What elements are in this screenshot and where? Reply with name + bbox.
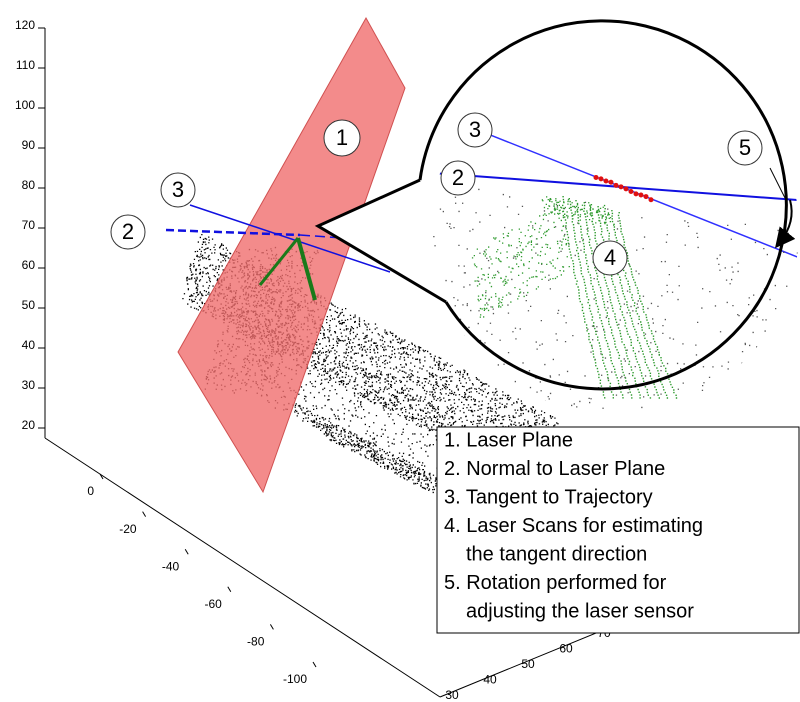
x-tick (313, 662, 316, 667)
y-tick-label: 40 (483, 673, 497, 687)
z-tick-label: 100 (15, 98, 35, 112)
z-tick-label: 120 (15, 18, 35, 32)
callout-label: 2 (452, 165, 464, 190)
y-tick-label: 30 (445, 688, 459, 702)
legend-line: 1. Laser Plane (444, 429, 573, 451)
callout-label: 3 (469, 117, 481, 142)
x-tick-label: -80 (247, 635, 265, 649)
legend-line: 5. Rotation performed for (444, 572, 667, 594)
z-tick-label: 110 (16, 58, 35, 72)
legend-line: 3. Tangent to Trajectory (444, 486, 653, 508)
callout-label: 1 (336, 125, 348, 150)
x-tick (270, 624, 273, 629)
x-tick-label: 0 (87, 484, 94, 498)
z-tick-label: 30 (22, 378, 36, 392)
x-tick-label: -20 (119, 522, 137, 536)
callout-label: 3 (172, 177, 184, 202)
z-tick-label: 90 (22, 138, 36, 152)
callout-label: 5 (739, 135, 751, 160)
x-tick-label: -40 (162, 559, 180, 573)
y-tick-label: 60 (559, 641, 573, 655)
z-tick-label: 40 (22, 338, 36, 352)
legend-line: adjusting the laser sensor (466, 600, 694, 622)
callout-label: 4 (604, 245, 616, 270)
z-tick-label: 50 (22, 298, 36, 312)
x-tick (185, 549, 188, 554)
legend-line: the tangent direction (466, 543, 647, 565)
z-tick-label: 70 (22, 218, 36, 232)
z-tick-label: 60 (22, 258, 36, 272)
figure: 120 110 100 90 80 70 60 50 40 30 20 0 -20 -40 -60 -80 -1… (0, 0, 800, 702)
z-tick-label: 20 (22, 418, 36, 432)
y-tick-label: 50 (521, 657, 535, 671)
legend: 1. Laser Plane 2. Normal to Laser Plane 3.… (437, 427, 799, 633)
legend-line: 4. Laser Scans for estimating (444, 515, 703, 537)
legend-line: 2. Normal to Laser Plane (444, 458, 665, 480)
z-tick-label: 80 (22, 178, 36, 192)
callout-label: 2 (122, 219, 134, 244)
x-tick (228, 587, 231, 592)
x-tick-label: -60 (204, 597, 222, 611)
x-tick (143, 512, 146, 517)
x-axis (45, 438, 440, 697)
x-tick-label: -100 (283, 672, 307, 686)
